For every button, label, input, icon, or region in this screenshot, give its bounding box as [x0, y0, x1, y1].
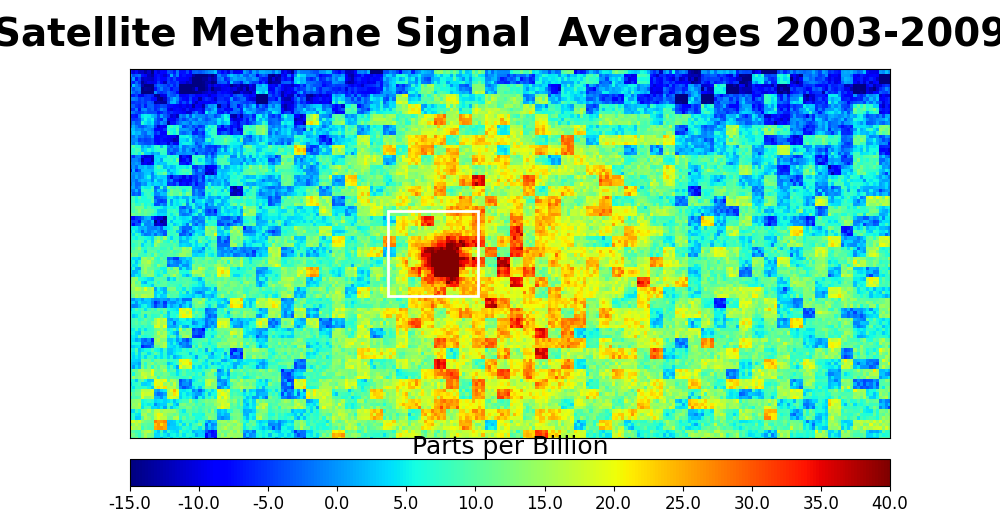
Bar	[388, 211, 478, 296]
Title: Parts per Billion: Parts per Billion	[412, 435, 608, 459]
Text: Satellite Methane Signal  Averages 2003-2009: Satellite Methane Signal Averages 2003-2…	[0, 16, 1000, 54]
